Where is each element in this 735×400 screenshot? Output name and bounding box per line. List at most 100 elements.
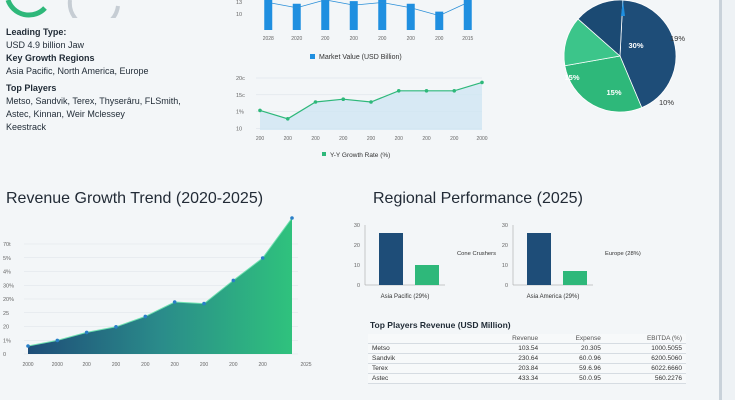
top-players-line-2: Astec, Kinnan, Weir Mclessey (6, 109, 125, 119)
area-xtick-label: 200 (258, 362, 267, 368)
pie-slice (563, 18, 621, 67)
regional-ytick-label: 30 (354, 223, 360, 229)
market-value-bar (406, 3, 415, 30)
regional-ytick-label: 0 (357, 283, 360, 289)
growth-rate-legend-label: Y-Y Growth Rate (%) (330, 152, 390, 159)
pie-accent-slice (621, 0, 625, 16)
area-ytick-label: 0 (3, 352, 6, 358)
pie-slice (564, 55, 643, 113)
pie-slice-label: 15% (606, 88, 621, 97)
regional-group-label: Asia America (29%) (527, 294, 580, 300)
bar-ytick-label: 13 (236, 0, 242, 6)
revenue-area-fill (28, 218, 292, 354)
growth-rate-area-fill (260, 82, 482, 130)
market-value-trend-line (268, 0, 468, 17)
revenue-point (172, 300, 177, 304)
market-value-bar (321, 0, 330, 30)
market-value-bar (463, 0, 472, 30)
area-ytick-label: 4% (3, 270, 11, 276)
regional-side-label: Europe (28%) (605, 251, 641, 257)
table-cell: Metso (368, 343, 478, 354)
growth-regions-label: Key Growth Regions (6, 53, 95, 63)
table-cell: 1000.5055 (604, 343, 686, 354)
market-value-bar (378, 0, 387, 30)
table-row: Metso 103.54 20.305 1000.5055 (368, 343, 686, 354)
line-xtick-label: 200 (450, 136, 459, 142)
revenue-point (55, 338, 60, 343)
line-xtick-label: 200 (395, 136, 404, 142)
area-xtick-label: 200 (112, 362, 121, 368)
table-row: Sandvik 230.64 60.0.96 6200.5060 (368, 353, 686, 364)
players-table-title: Top Players Revenue (USD Million) (370, 320, 511, 330)
line-ytick-label: 20c (236, 76, 245, 82)
regional-bar (415, 265, 439, 285)
area-ytick-label: 30% (3, 283, 14, 289)
regional-ytick-label: 20 (502, 243, 508, 249)
revenue-area-chart: 70t 5% 4% 30% 20% 25 20 1% 0 2000 2000 200 200 200 200… (3, 216, 312, 368)
top-players-line-1: Metso, Sandvik, Terex, Thyserâru, FLSmit… (6, 96, 181, 106)
table-header-cell: EBITDA (%) (604, 334, 686, 344)
market-value-legend-label: Market Value (USD Billion) (319, 54, 402, 61)
growth-rate-legend-swatch (322, 152, 326, 156)
market-value-bar (264, 0, 273, 30)
table-cell: 6200.5060 (604, 353, 686, 364)
bar-xtick-label: 200 (321, 36, 330, 42)
revenue-point (202, 301, 206, 306)
revenue-point (290, 216, 294, 220)
growth-rate-point (285, 117, 290, 121)
table-body: Metso 103.54 20.305 1000.5055 Sandvik 230.64 6… (368, 343, 686, 384)
table-cell: 203.84 (478, 363, 543, 374)
info-panel: Leading Type: USD 4.9 billion Jaw Key Gr… (6, 26, 236, 134)
regional-ytick-label: 0 (505, 283, 508, 289)
table-cell: 59.6.96 (542, 363, 605, 374)
bar-ytick-label: 10 (236, 12, 242, 18)
table-cell: 230.64 (478, 353, 543, 364)
growth-rate-point (258, 108, 262, 113)
regional-side-label: Cone Crushers (457, 251, 496, 257)
growth-rate-point (424, 89, 429, 93)
area-ytick-label: 20 (3, 325, 9, 331)
revenue-trend-title: Revenue Growth Trend (2020-2025) (6, 190, 264, 207)
table-cell: 20.305 (542, 343, 605, 354)
area-xtick-label: 200 (141, 362, 150, 368)
regional-ytick-label: 10 (502, 263, 508, 269)
table-header-cell: Expense (542, 334, 605, 344)
growth-rate-point (369, 100, 373, 104)
table-cell: Sandvik (368, 353, 478, 364)
bar-xtick-label: 200 (350, 36, 359, 42)
growth-rate-point (341, 97, 346, 101)
regional-bar (563, 271, 587, 285)
area-xtick-label: 200 (229, 362, 238, 368)
bar-xtick-label: 2028 (263, 36, 274, 42)
bar-xtick-label: 2015 (462, 36, 473, 42)
line-ytick-label: 10 (236, 126, 242, 132)
area-xtick-label: 2000 (22, 362, 33, 368)
line-xtick-label: 2000 (476, 136, 487, 142)
revenue-line (27, 217, 293, 347)
pie-outside-label: 10% (659, 98, 674, 107)
table-row: Astec 433.34 50.0.95 560.2276 (368, 373, 686, 384)
revenue-point (260, 256, 265, 260)
growth-rate-point (452, 89, 457, 93)
area-ytick-label: 25 (3, 311, 9, 317)
table-header-cell: Revenue (478, 334, 543, 344)
growth-rate-point (480, 80, 484, 85)
pie-slice (619, 0, 677, 109)
regional-group-label: Asia Pacific (29%) (381, 294, 430, 300)
table-row: Terex 203.84 59.6.96 6022.6660 (368, 363, 686, 374)
line-ytick-label: 1% (236, 110, 244, 116)
market-value-legend-swatch (310, 54, 315, 59)
area-xtick-label: 200 (200, 362, 209, 368)
table-cell: 60.0.96 (542, 353, 605, 364)
leading-type-label: Leading Type: (6, 27, 67, 37)
line-ytick-label: 15c (236, 93, 245, 99)
players-revenue-table: Revenue Expense EBITDA (%) Metso 103.54 20.3… (368, 334, 686, 384)
table-cell: 103.54 (478, 343, 543, 354)
pie-outside-label: 19% (670, 34, 685, 43)
table-cell: Terex (368, 363, 478, 374)
area-ytick-label: 20% (3, 297, 14, 303)
table-header-cell (368, 334, 478, 344)
area-ytick-label: 1% (3, 338, 11, 344)
table-cell: Astec (368, 373, 478, 384)
regional-ytick-label: 30 (502, 223, 508, 229)
